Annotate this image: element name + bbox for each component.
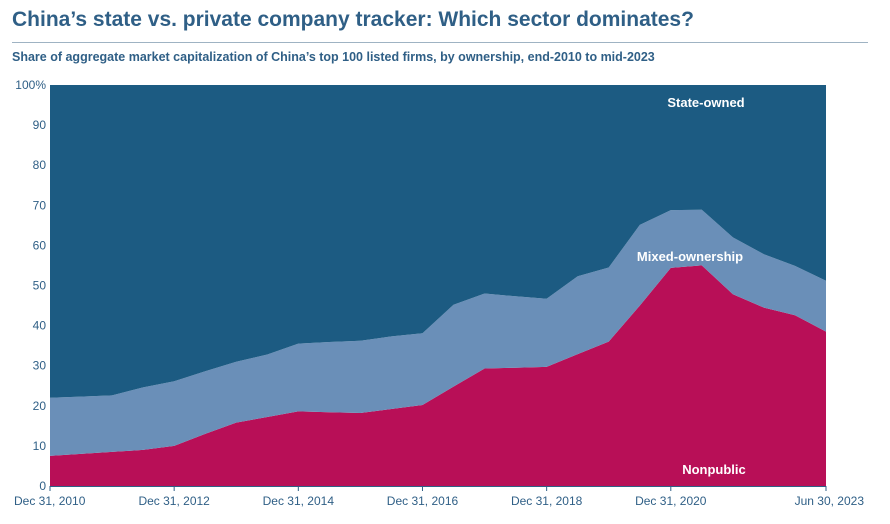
x-tick-label: Dec 31, 2018 (511, 494, 583, 508)
area-state-owned (50, 85, 826, 398)
x-tick-label: Dec 31, 2020 (635, 494, 707, 508)
y-tick-label: 0 (39, 479, 46, 493)
x-axis: Dec 31, 2010 Dec 31, 2012 Dec 31, 2014 Dec … (14, 486, 864, 508)
area-layers (50, 85, 826, 486)
y-tick-label: 70 (33, 198, 47, 212)
y-tick-label: 80 (33, 158, 47, 172)
title-divider (12, 42, 868, 43)
y-axis: 100% 90 80 70 60 50 40 30 20 10 0 (15, 78, 46, 493)
y-tick-label: 30 (33, 359, 47, 373)
x-tick-label: Jun 30, 2023 (795, 494, 865, 508)
y-tick-label: 90 (33, 118, 47, 132)
x-tick-label: Dec 31, 2016 (387, 494, 459, 508)
y-tick-label: 60 (33, 238, 47, 252)
series-label-state-owned: State-owned (667, 95, 744, 110)
x-tick-label: Dec 31, 2010 (14, 494, 86, 508)
area-mixed-ownership (50, 209, 826, 456)
area-nonpublic (50, 265, 826, 486)
y-tick-label: 10 (33, 439, 47, 453)
x-tick-label: Dec 31, 2014 (263, 494, 335, 508)
y-tick-label: 50 (33, 279, 47, 293)
x-tick-label: Dec 31, 2012 (138, 494, 210, 508)
y-tick-label: 20 (33, 399, 47, 413)
series-labels: State-owned Mixed-ownership Nonpublic (637, 95, 746, 477)
y-tick-label: 100% (15, 78, 46, 92)
chart-subtitle: Share of aggregate market capitalization… (12, 50, 655, 64)
series-label-mixed-ownership: Mixed-ownership (637, 249, 743, 264)
series-label-nonpublic: Nonpublic (682, 462, 746, 477)
chart-title: China’s state vs. private company tracke… (12, 8, 694, 31)
y-tick-label: 40 (33, 319, 47, 333)
